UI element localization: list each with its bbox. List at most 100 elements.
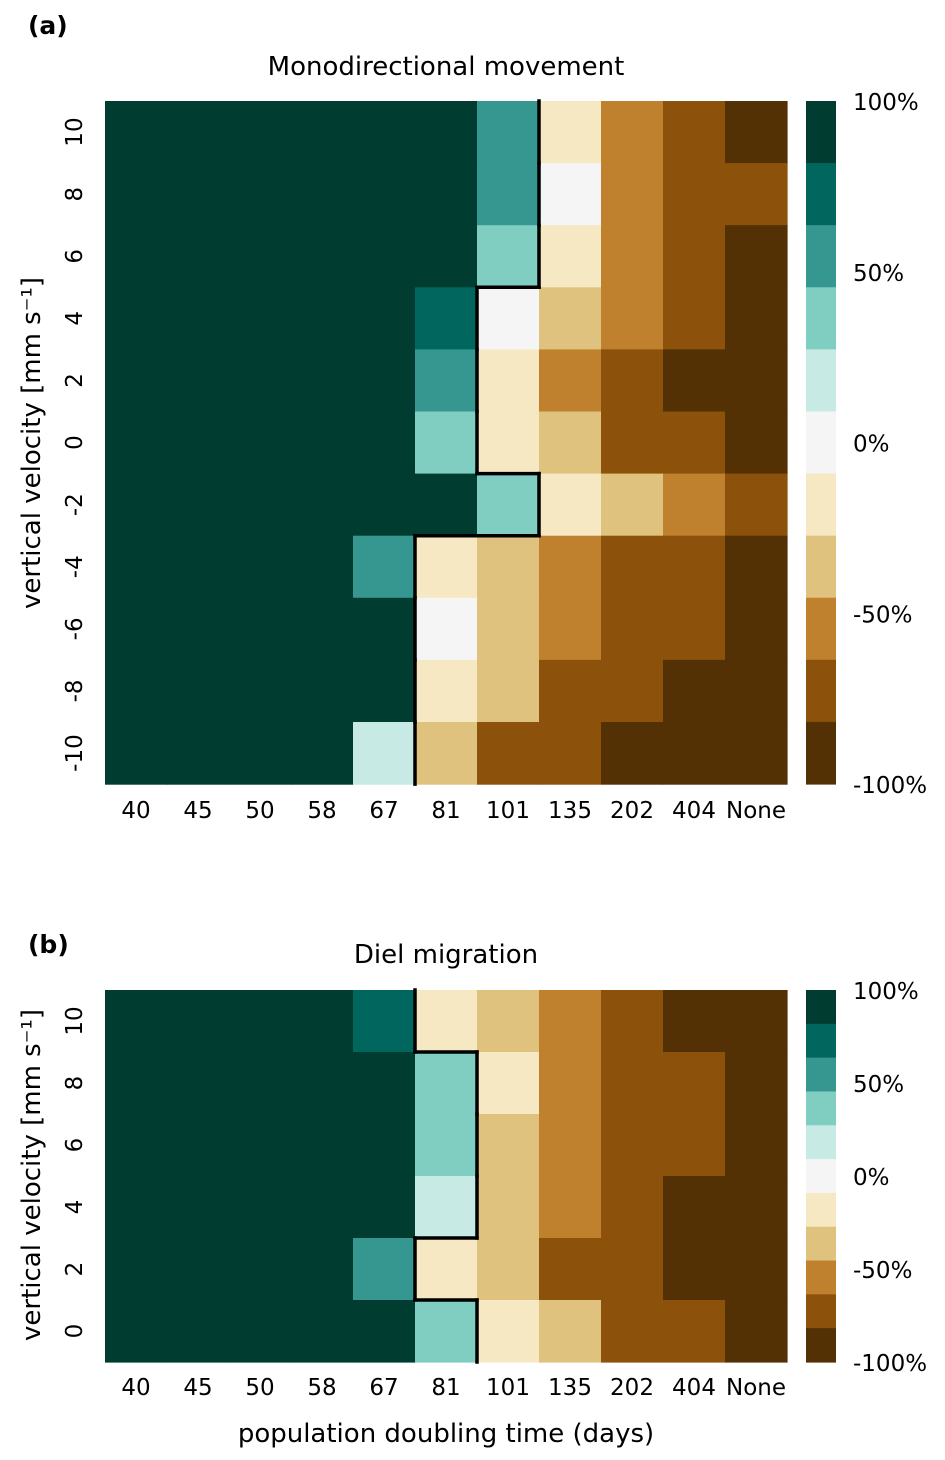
colorbar-tick-label: 50% xyxy=(853,261,904,287)
heatmap-cell xyxy=(229,1176,292,1239)
heatmap-cell xyxy=(291,1238,354,1301)
heatmap-cell xyxy=(291,163,354,226)
heatmap-cell xyxy=(105,287,168,350)
x-tick-label: 404 xyxy=(672,1375,716,1401)
heatmap-cell xyxy=(477,163,540,226)
x-tick-label: 135 xyxy=(548,1375,592,1401)
heatmap-cell xyxy=(353,101,416,164)
heatmap-cell xyxy=(601,1238,664,1301)
colorbar-tick-label: 100% xyxy=(853,979,919,1005)
colorbar-segment xyxy=(806,721,836,785)
heatmap-cell xyxy=(539,1300,602,1363)
heatmap-cell xyxy=(291,349,354,413)
heatmap-cell xyxy=(539,349,602,413)
heatmap-cell xyxy=(105,597,168,661)
heatmap-cell xyxy=(167,349,230,413)
heatmap-cell xyxy=(167,1238,230,1301)
heatmap-cell xyxy=(663,990,726,1053)
heatmap-cell xyxy=(663,1238,726,1301)
colorbar-segment xyxy=(806,163,836,226)
heatmap-cell xyxy=(353,1176,416,1239)
x-tick-label: 81 xyxy=(431,798,460,824)
heatmap-cell xyxy=(725,349,788,413)
heatmap-cell xyxy=(415,349,478,413)
panel-b-title: Diel migration xyxy=(354,940,538,970)
heatmap-cell xyxy=(415,101,478,164)
panel-a-heatmap: 40 45 50 58 67 81 101 135 202 404 None 10 8 6 4 2 0 -2 -4 -… xyxy=(62,90,927,824)
heatmap-cell xyxy=(415,287,478,350)
y-tick-label: -8 xyxy=(62,679,88,702)
colorbar-tick-label: -50% xyxy=(853,1258,912,1284)
heatmap-cell xyxy=(291,225,354,288)
heatmap-cell xyxy=(415,1114,478,1177)
heatmap-cell xyxy=(539,101,602,164)
heatmap-cell xyxy=(539,990,602,1053)
heatmap-cell xyxy=(601,1176,664,1239)
x-tick-label: 202 xyxy=(610,1375,654,1401)
heatmap-cell xyxy=(725,101,788,164)
heatmap-cell xyxy=(105,1052,168,1115)
y-tick-label: -4 xyxy=(62,555,88,578)
colorbar: 100% 50% 0% -50% -100% xyxy=(806,979,927,1377)
heatmap-cell xyxy=(353,1238,416,1301)
heatmap-cell xyxy=(477,1052,540,1115)
heatmap-cell xyxy=(477,1300,540,1363)
heatmap-cell xyxy=(105,990,168,1053)
heatmap-cell xyxy=(725,1300,788,1363)
heatmap-cell xyxy=(415,1176,478,1239)
heatmap-cell xyxy=(105,101,168,164)
heatmap-cell xyxy=(539,163,602,226)
heatmap-cell xyxy=(105,1300,168,1363)
y-tick-label: 4 xyxy=(62,1200,88,1215)
y-tick-label: 2 xyxy=(62,1262,88,1277)
heatmap-cell xyxy=(477,1238,540,1301)
heatmap-cell xyxy=(725,1176,788,1239)
colorbar-segment xyxy=(806,597,836,661)
heatmap-cell xyxy=(105,1176,168,1239)
x-tick-label: 40 xyxy=(121,798,150,824)
colorbar-segment xyxy=(806,1192,836,1228)
heatmap-cell xyxy=(601,597,664,661)
heatmap-cell xyxy=(663,101,726,164)
heatmap-cell xyxy=(477,990,540,1053)
y-tick-label: -6 xyxy=(62,617,88,640)
colorbar-segment xyxy=(806,473,836,537)
heatmap-cell xyxy=(353,411,416,475)
colorbar-segment xyxy=(806,411,836,475)
heatmap-cell xyxy=(725,1114,788,1177)
x-tick-label: 135 xyxy=(548,798,592,824)
heatmap-cell xyxy=(353,287,416,350)
heatmap-cell xyxy=(167,287,230,350)
colorbar-tick-label: 0% xyxy=(853,432,890,458)
heatmap-cell xyxy=(477,1176,540,1239)
heatmap-cell xyxy=(601,990,664,1053)
heatmap-cell xyxy=(477,597,540,661)
heatmap-cell xyxy=(105,349,168,413)
heatmap-cell xyxy=(725,225,788,288)
heatmap-cell xyxy=(663,287,726,350)
colorbar-tick-label: 50% xyxy=(853,1072,904,1098)
heatmap-cell xyxy=(291,722,354,785)
y-tick-label: 6 xyxy=(62,1138,88,1153)
x-tick-label: 101 xyxy=(486,798,530,824)
heatmap-cell xyxy=(663,722,726,785)
heatmap-cell xyxy=(415,597,478,661)
heatmap-cell xyxy=(353,1052,416,1115)
heatmap-cell xyxy=(167,473,230,537)
heatmap-cell xyxy=(353,1300,416,1363)
x-tick-label: 45 xyxy=(183,1375,212,1401)
heatmap-cell xyxy=(539,225,602,288)
x-tick-label: 50 xyxy=(245,1375,274,1401)
colorbar-segment xyxy=(806,1328,836,1363)
colorbar-tick-label: -100% xyxy=(853,773,927,799)
heatmap-cell xyxy=(167,1114,230,1177)
heatmap-cell xyxy=(229,411,292,475)
heatmap-cell xyxy=(601,411,664,475)
heatmap-cell xyxy=(415,411,478,475)
panel-b-label: (b) xyxy=(28,930,69,959)
x-tick-label: 58 xyxy=(307,798,336,824)
x-tick-label: 101 xyxy=(486,1375,530,1401)
colorbar-tick-label: 0% xyxy=(853,1165,890,1191)
y-tick-label: 0 xyxy=(62,1324,88,1339)
